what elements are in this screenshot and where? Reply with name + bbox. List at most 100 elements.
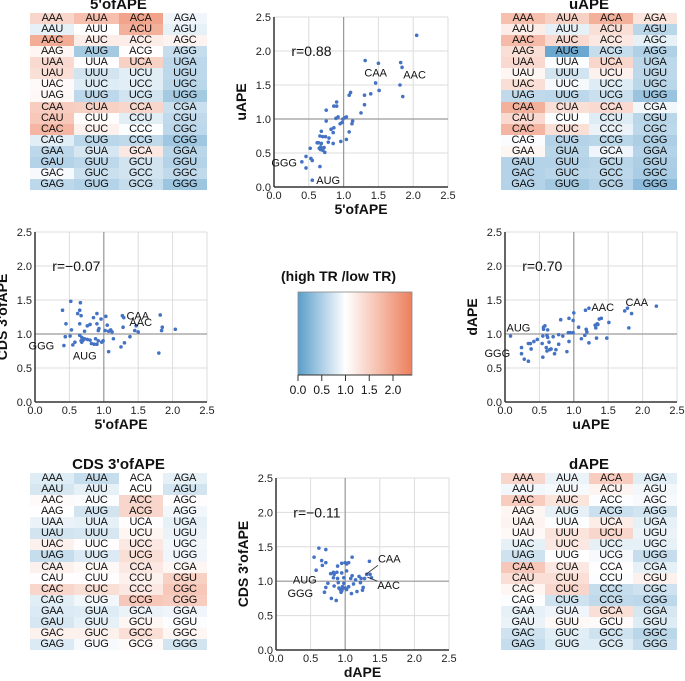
heatmap-cell: CCA (589, 561, 633, 573)
heatmap-cell: CGG (633, 594, 677, 606)
heatmap-cell: GUA (545, 605, 589, 617)
heatmap-uape: uAPE AAA AUA ACA AGA AAU AUU ACU AGU AAC AUC ACC AG… (501, 0, 677, 190)
heatmap-cell: GAC (501, 167, 545, 179)
scatter-point (71, 343, 75, 347)
scatter-point (587, 306, 591, 310)
scatter-point (360, 588, 365, 592)
heatmap-cell: GAC (30, 627, 75, 639)
heatmap-cell: CAU (30, 572, 75, 584)
heatmap-cell: AAG (30, 506, 75, 518)
heatmap-cell: CUU (545, 112, 589, 124)
scatter-point (579, 336, 584, 341)
scatter-point (508, 334, 513, 338)
heatmap-cell: CUG (545, 134, 589, 146)
heatmap-cell: GGG (633, 638, 677, 650)
scatter-point (567, 316, 571, 321)
scatter-point (95, 322, 99, 326)
scatter-point (341, 117, 345, 121)
scatter-point (583, 308, 588, 313)
heatmap-cell: AUA (74, 13, 119, 25)
heatmap-cell: GCU (589, 616, 633, 628)
heatmap-cell: AUG (545, 46, 589, 58)
heatmap-cell: CCA (118, 101, 163, 113)
heatmap-cell: GCU (118, 616, 163, 628)
scatter-point (541, 327, 546, 332)
scatter-point (519, 345, 524, 350)
heatmap-cell: AUG (545, 506, 589, 518)
heatmap-cell: CAC (501, 123, 545, 135)
heatmap-cell: UGA (633, 517, 677, 529)
y-axis-label: uAPE (233, 83, 249, 120)
heatmap-cell: GAU (501, 616, 545, 628)
scatter-point (398, 60, 403, 65)
scatter-point (400, 65, 404, 70)
heatmap-cell: CAA (501, 561, 545, 573)
codon-label: AUG (293, 574, 317, 586)
y-tick-label: 2.5 (258, 473, 273, 485)
heatmap-cell: GCC (118, 627, 163, 639)
scatter-point (128, 334, 132, 339)
heatmap-cell: GAG (501, 178, 545, 190)
heatmap-cell: GUA (74, 145, 119, 157)
heatmap-cell: UUC (74, 539, 119, 551)
scatter-point (119, 345, 123, 349)
scatter-point (103, 328, 107, 333)
heatmap-cell: UUU (74, 528, 119, 540)
heatmap-cell: ACA (589, 473, 633, 485)
heatmap-cell: ACA (118, 13, 163, 25)
heatmap-cell: ACG (589, 506, 633, 518)
scatter-point (558, 317, 563, 322)
heatmap-cell: UAU (30, 68, 75, 80)
scatter-point (322, 145, 326, 150)
heatmap-cell: CGA (633, 561, 677, 573)
scatter-point (545, 328, 550, 332)
heatmap-cell: CGU (633, 572, 677, 584)
heatmap-cell: CAA (30, 561, 75, 573)
scatter-point (622, 309, 627, 313)
scatter-point (316, 141, 321, 145)
scatter-point (532, 339, 536, 344)
heatmap-grid: AAA AUA ACA AGA AAU AUU ACU AGU AAC AUC ACC AGC AAG A… (30, 473, 207, 650)
scatter-point (111, 336, 116, 341)
heatmap-cell: AAC (501, 495, 545, 507)
scatter-point (359, 576, 363, 581)
heatmap-cell: ACG (118, 46, 163, 58)
scatter-point (593, 323, 597, 327)
scatter-point (368, 92, 373, 96)
scatter-point (320, 563, 325, 568)
heatmap-cell: AGU (633, 24, 677, 36)
heatmap-cell: UGU (162, 68, 207, 80)
y-tick-label: 2.0 (487, 261, 502, 273)
scatter-point (571, 330, 575, 335)
scatter-point (654, 304, 659, 308)
heatmap-cell: CAU (30, 112, 75, 124)
heatmap-cell: CGG (633, 134, 677, 146)
colorbar-tick-label: 2.0 (385, 383, 402, 397)
heatmap-cell: AAA (30, 13, 75, 25)
codon-label: AAC (129, 317, 152, 329)
y-tick-label: 1.5 (487, 295, 502, 307)
heatmap-cell: CUG (74, 594, 119, 606)
scatter-point (350, 121, 354, 126)
scatter-point (121, 315, 126, 320)
heatmap-grid: AAA AUA ACA AGA AAU AUU ACU AGU AAC AUC ACC AGC AAG A… (501, 473, 677, 650)
heatmap-cell: AUA (545, 473, 589, 485)
x-axis-label: dAPE (344, 664, 381, 680)
heatmap-cell: UUG (545, 90, 589, 102)
heatmap-cell: CAA (30, 101, 75, 113)
heatmap-cell: GCA (118, 145, 163, 157)
heatmap-cell: AGC (162, 495, 207, 507)
heatmap-cell: UGA (162, 57, 207, 69)
scatter-point (567, 339, 571, 344)
heatmap-cell: ACC (118, 495, 163, 507)
scatter-point (627, 326, 631, 330)
heatmap-cell: CAU (501, 112, 545, 124)
heatmap-cell: AUU (74, 24, 119, 36)
heatmap-cell: GUC (74, 627, 119, 639)
x-tick-label: 2.0 (165, 405, 180, 417)
heatmap-cell: ACU (118, 484, 163, 496)
heatmap-cell: ACU (118, 24, 163, 36)
scatter-point (348, 576, 353, 581)
